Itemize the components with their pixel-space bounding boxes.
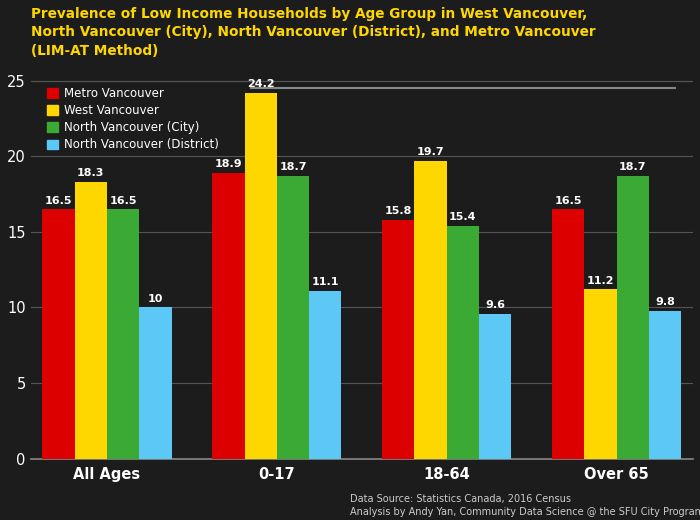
Text: 18.3: 18.3 xyxy=(77,168,104,178)
Bar xyxy=(107,210,139,459)
Text: 15.4: 15.4 xyxy=(449,212,477,222)
Text: 18.7: 18.7 xyxy=(279,162,307,172)
Bar xyxy=(382,220,414,459)
Text: 16.5: 16.5 xyxy=(45,196,72,205)
Text: 15.8: 15.8 xyxy=(384,206,412,216)
Text: 18.9: 18.9 xyxy=(215,159,242,170)
Bar xyxy=(479,314,511,459)
Text: 9.8: 9.8 xyxy=(655,297,675,307)
Bar xyxy=(584,289,617,459)
Text: Data Source: Statistics Canada, 2016 Census
Analysis by Andy Yan, Community Data: Data Source: Statistics Canada, 2016 Cen… xyxy=(350,494,700,517)
Legend: Metro Vancouver, West Vancouver, North Vancouver (City), North Vancouver (Distri: Metro Vancouver, West Vancouver, North V… xyxy=(43,84,223,155)
Text: 10: 10 xyxy=(148,294,163,304)
Text: 19.7: 19.7 xyxy=(416,147,444,157)
Bar xyxy=(139,307,172,459)
Text: 11.1: 11.1 xyxy=(312,277,339,287)
Bar xyxy=(309,291,342,459)
Bar xyxy=(75,182,107,459)
Bar xyxy=(447,226,479,459)
Text: 9.6: 9.6 xyxy=(485,300,505,310)
Text: 16.5: 16.5 xyxy=(109,196,137,205)
Bar xyxy=(277,176,309,459)
Bar xyxy=(617,176,649,459)
Text: 11.2: 11.2 xyxy=(587,276,614,285)
Bar xyxy=(212,173,244,459)
Bar xyxy=(414,161,447,459)
Bar xyxy=(649,310,681,459)
Bar xyxy=(244,93,277,459)
Bar xyxy=(43,210,75,459)
Bar xyxy=(552,210,584,459)
Text: Prevalence of Low Income Households by Age Group in West Vancouver,
North Vancou: Prevalence of Low Income Households by A… xyxy=(31,7,595,58)
Text: 18.7: 18.7 xyxy=(619,162,647,172)
Text: 16.5: 16.5 xyxy=(554,196,582,205)
Text: 24.2: 24.2 xyxy=(247,79,274,89)
